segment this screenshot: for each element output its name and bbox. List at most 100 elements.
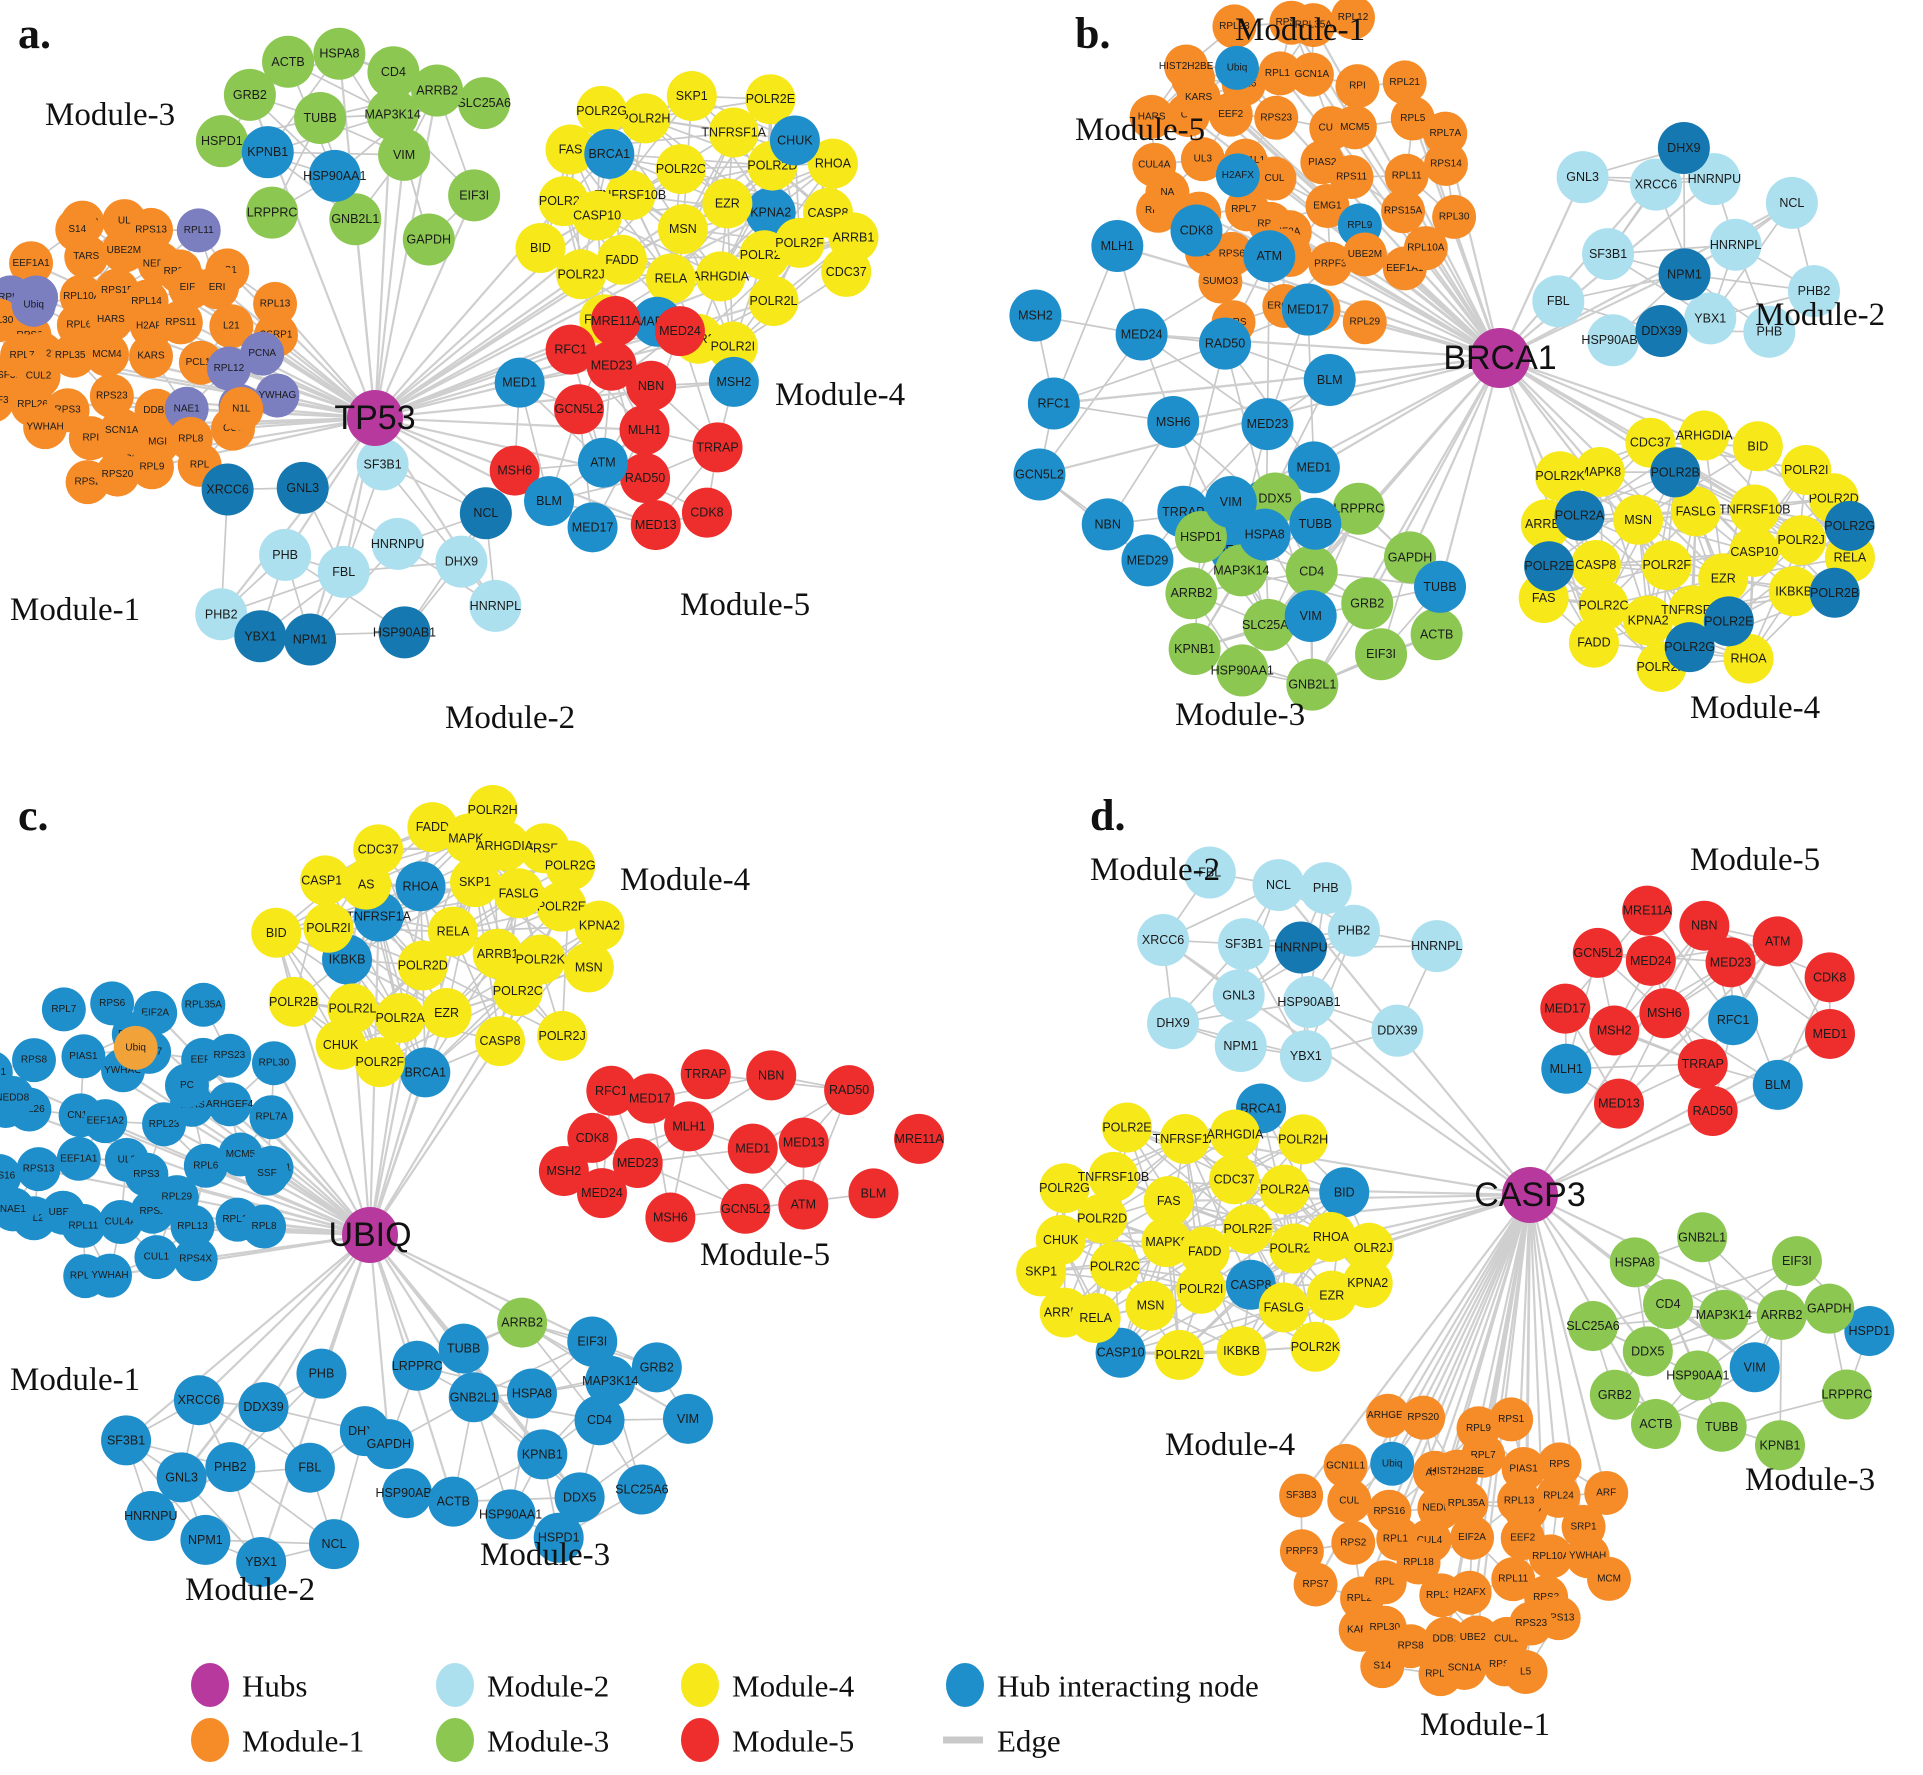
network-node[interactable]: MED17 xyxy=(1281,283,1334,336)
network-node[interactable]: CASP10 xyxy=(300,855,351,906)
network-node[interactable]: ACTB xyxy=(428,1476,479,1527)
network-node[interactable]: RPL24 xyxy=(1536,1473,1581,1518)
network-node[interactable]: MED24 xyxy=(577,1168,628,1219)
network-node[interactable]: MSH2 xyxy=(708,356,759,407)
network-node[interactable]: MSH2 xyxy=(1589,1005,1640,1056)
network-node[interactable]: AS xyxy=(341,859,392,910)
network-node[interactable]: SF3B1 xyxy=(356,438,409,491)
network-node[interactable]: POLR2I xyxy=(303,902,354,953)
network-node[interactable]: RPL21 xyxy=(1382,60,1427,105)
network-node[interactable]: TUBB xyxy=(1696,1401,1747,1452)
network-node[interactable]: MCM4 xyxy=(85,332,130,377)
network-node[interactable]: MSH6 xyxy=(645,1192,696,1243)
network-node[interactable]: MAP3K14 xyxy=(582,1355,638,1406)
network-node[interactable]: FBL xyxy=(1183,846,1236,899)
network-node[interactable]: DHX9 xyxy=(1657,121,1710,174)
network-node[interactable]: HNRNPU xyxy=(1274,921,1328,974)
network-node[interactable]: ARRB2 xyxy=(1756,1289,1807,1340)
network-node[interactable]: BLM xyxy=(524,476,575,527)
network-node[interactable]: DHX9 xyxy=(1147,997,1200,1050)
network-node[interactable]: MED23 xyxy=(612,1137,663,1188)
network-node[interactable]: DDX5 xyxy=(554,1472,605,1523)
network-node[interactable]: GNB2L1 xyxy=(1286,658,1339,711)
network-node[interactable]: GNB2L1 xyxy=(448,1372,499,1423)
network-node[interactable]: TNFRSF10B xyxy=(1719,484,1791,535)
network-node[interactable]: MAP3K14 xyxy=(1696,1289,1752,1340)
network-node[interactable]: MLH1 xyxy=(619,404,670,455)
network-node[interactable]: HSPA8 xyxy=(1609,1237,1660,1288)
network-node[interactable]: CDK8 xyxy=(681,487,732,538)
network-node[interactable]: POLR2I xyxy=(1781,444,1832,495)
network-node[interactable]: GCN1L1 xyxy=(1323,1443,1368,1488)
network-node[interactable]: LRPPRC xyxy=(1332,482,1385,535)
network-node[interactable]: RAD50 xyxy=(1199,317,1252,370)
network-node[interactable]: POLR2C xyxy=(493,966,543,1017)
network-node[interactable]: RELA xyxy=(1070,1293,1121,1344)
network-node[interactable]: MSH6 xyxy=(489,445,540,496)
network-node[interactable]: SCN1A xyxy=(1442,1645,1487,1690)
network-node[interactable]: EIF3I xyxy=(1355,628,1408,681)
network-node[interactable]: RPS2 xyxy=(1331,1520,1376,1565)
network-node[interactable]: ARF xyxy=(1584,1470,1629,1515)
network-node[interactable]: POLR2K xyxy=(1290,1321,1341,1372)
network-node[interactable]: PHB xyxy=(1299,862,1352,915)
network-node[interactable]: RPL30 xyxy=(251,1041,296,1086)
network-node[interactable]: YBX1 xyxy=(1279,1030,1332,1083)
network-node[interactable]: RHOA xyxy=(807,138,858,189)
network-node[interactable]: RPL23 xyxy=(1212,4,1257,49)
network-node[interactable]: ERI xyxy=(195,265,240,310)
network-node[interactable]: CD4 xyxy=(1285,545,1338,598)
network-node[interactable]: DDX5 xyxy=(1622,1326,1673,1377)
network-node[interactable]: GRB2 xyxy=(1341,577,1394,630)
network-node[interactable]: EMG1 xyxy=(1305,184,1350,229)
network-node[interactable]: POLR2E xyxy=(745,74,796,125)
network-node[interactable]: FBL xyxy=(317,545,370,598)
network-node[interactable]: HSPA8 xyxy=(313,27,366,80)
network-node[interactable]: POLR2E xyxy=(536,881,587,932)
network-node[interactable]: HSPD1 xyxy=(1174,511,1227,564)
network-node[interactable]: RPS23 xyxy=(207,1033,252,1078)
hub-node-tp53[interactable]: TP53 xyxy=(334,390,416,446)
network-node[interactable]: RPL9 xyxy=(129,445,174,490)
network-node[interactable]: NBN xyxy=(1679,900,1730,951)
network-node[interactable]: HSPA8 xyxy=(506,1368,557,1419)
network-node[interactable]: NAE1 xyxy=(0,1187,35,1232)
network-node[interactable]: POLR2G xyxy=(545,840,596,891)
network-node[interactable]: RPL12 xyxy=(206,346,251,391)
network-node[interactable]: FASLG xyxy=(1258,1282,1309,1333)
network-node[interactable]: SF3B1 xyxy=(1217,918,1270,971)
network-node[interactable]: MED1 xyxy=(1804,1008,1855,1059)
network-node[interactable]: NPM1 xyxy=(180,1514,231,1565)
network-node[interactable]: HSP90AB1 xyxy=(1581,314,1645,367)
network-node[interactable]: POLR2A xyxy=(1554,490,1605,541)
network-node[interactable]: GAPDH xyxy=(1804,1283,1855,1334)
network-node[interactable]: GRB2 xyxy=(631,1342,682,1393)
network-node[interactable]: SLC25A6 xyxy=(1242,598,1296,651)
network-node[interactable]: BRCA1 xyxy=(400,1047,451,1098)
network-node[interactable]: RPL35A xyxy=(181,982,226,1027)
network-node[interactable]: POLR2E xyxy=(1524,541,1575,592)
network-node[interactable]: RPL29 xyxy=(154,1175,199,1220)
network-node[interactable]: CUL2 xyxy=(16,354,61,399)
network-node[interactable]: UL3 xyxy=(1180,137,1225,182)
network-node[interactable]: CASP8 xyxy=(475,1016,526,1067)
network-node[interactable]: UBE2M xyxy=(1342,232,1387,277)
network-node[interactable]: RPS8 xyxy=(1388,1624,1433,1669)
network-node[interactable]: SSF xyxy=(244,1151,289,1196)
network-node[interactable]: SKP1 xyxy=(666,71,717,122)
network-node[interactable]: GCN1A xyxy=(1289,52,1334,97)
network-node[interactable]: UBE2M xyxy=(101,228,146,273)
network-node[interactable]: POLR2B xyxy=(268,976,319,1027)
network-node[interactable]: ACTB xyxy=(1410,608,1463,661)
network-node[interactable]: RPS1 xyxy=(1489,1397,1534,1442)
network-node[interactable]: GCN5L2 xyxy=(1572,927,1623,978)
network-node[interactable]: MED23 xyxy=(1241,398,1294,451)
network-node[interactable]: KPNA2 xyxy=(1623,595,1674,646)
network-node[interactable]: NBN xyxy=(746,1050,797,1101)
network-node[interactable]: HNRNPL xyxy=(469,579,522,632)
network-node[interactable]: RPS23 xyxy=(1509,1601,1554,1646)
network-node[interactable]: NPM1 xyxy=(284,613,337,666)
network-node[interactable]: BID xyxy=(1319,1167,1370,1218)
network-node[interactable]: PHB2 xyxy=(1787,265,1840,318)
network-node[interactable]: RPS20 xyxy=(95,452,140,497)
